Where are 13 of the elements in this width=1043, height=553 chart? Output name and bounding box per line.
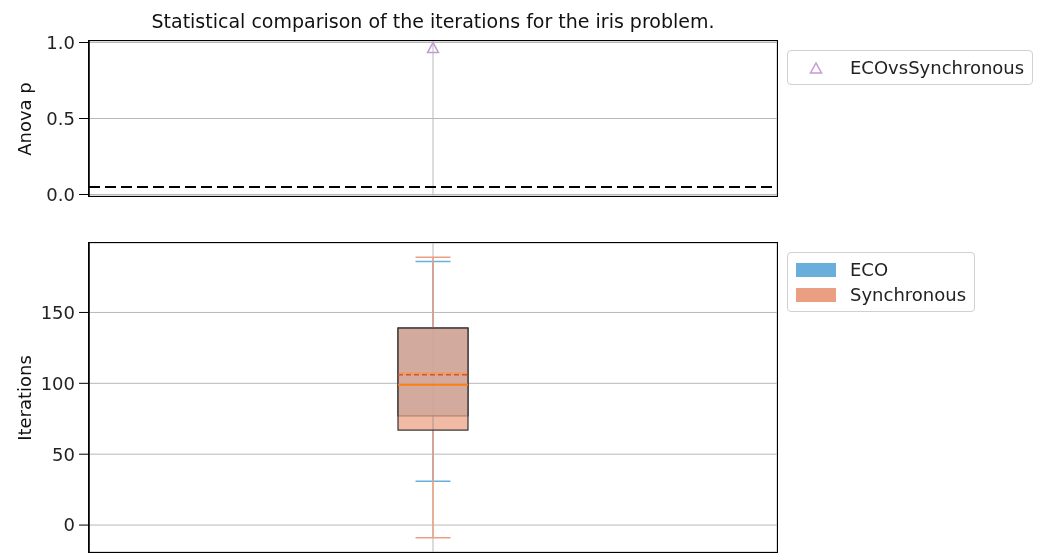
- y-tick-label: 1.0: [46, 31, 75, 53]
- y-tick-label: 0.0: [46, 183, 75, 205]
- y-tick-label: 0: [63, 514, 75, 536]
- chart-title: Statistical comparison of the iterations for the iris problem.: [151, 10, 715, 32]
- legend-label: ECO: [850, 259, 889, 280]
- y-tick-label: 150: [40, 301, 75, 323]
- y-tick-label: 50: [52, 443, 75, 465]
- legend-label: Synchronous: [850, 284, 967, 305]
- legend-label: ECOvsSynchronous: [850, 57, 1025, 78]
- y-tick-label: 0.5: [46, 107, 75, 129]
- y-tick-label: 100: [40, 372, 75, 394]
- y-axis-title: Iterations: [14, 354, 35, 441]
- y-axis-title: Anova p: [14, 81, 35, 156]
